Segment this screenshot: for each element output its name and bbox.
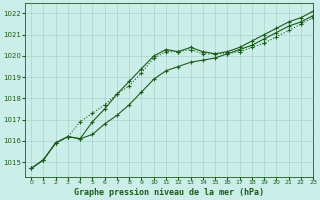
X-axis label: Graphe pression niveau de la mer (hPa): Graphe pression niveau de la mer (hPa) bbox=[74, 188, 264, 197]
